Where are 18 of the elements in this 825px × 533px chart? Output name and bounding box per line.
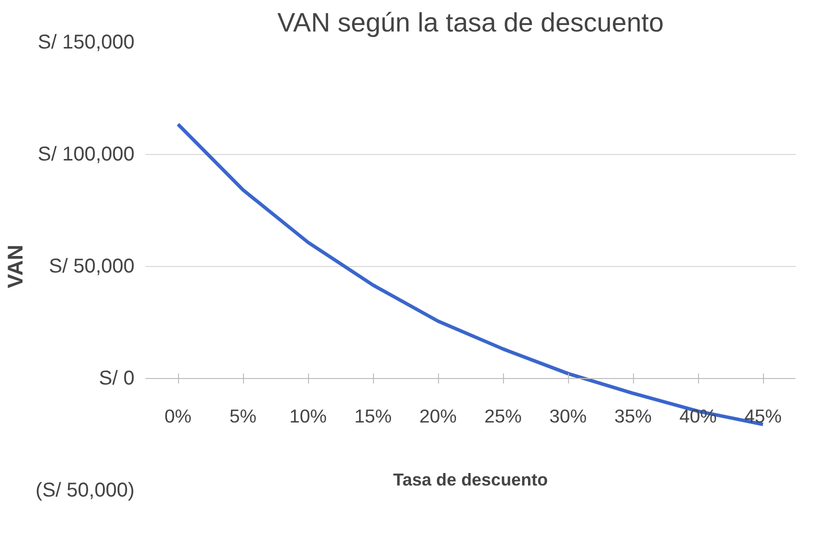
y-tick-label: S/ 50,000: [48, 256, 134, 278]
x-tick-label: 30%: [549, 406, 587, 426]
chart-title: VAN según la tasa de descuento: [277, 8, 664, 38]
y-tick-label: S/ 0: [98, 368, 134, 390]
y-tick-label: (S/ 50,000): [36, 480, 135, 502]
y-tick-label: S/ 150,000: [38, 32, 134, 54]
x-tick-label: 15%: [354, 406, 392, 426]
x-axis-title: Tasa de descuento: [393, 470, 548, 490]
x-tick-label: 35%: [614, 406, 652, 426]
x-tick-label: 40%: [679, 406, 717, 426]
y-tick-label: S/ 100,000: [38, 144, 134, 166]
y-axis-title: VAN: [4, 244, 28, 288]
x-tick-label: 45%: [744, 406, 782, 426]
x-tick-label: 10%: [289, 406, 327, 426]
x-tick-label: 20%: [419, 406, 457, 426]
x-tick-label: 0%: [164, 406, 192, 426]
x-tick-label: 5%: [230, 406, 256, 426]
x-tick-label: 25%: [484, 406, 522, 426]
